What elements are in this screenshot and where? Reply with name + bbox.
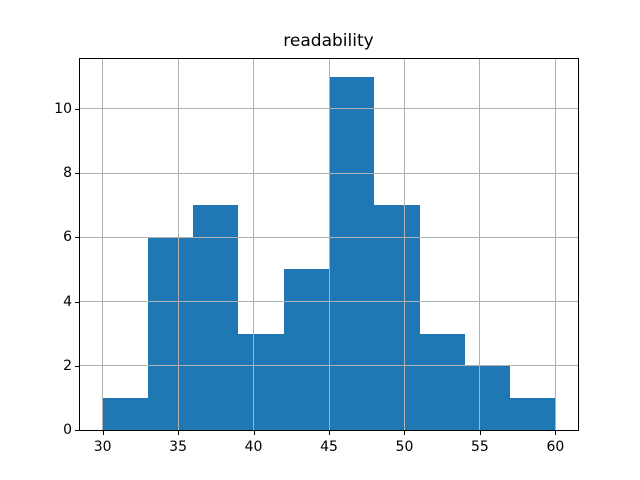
x-tick-mark [253,431,255,435]
y-gridline [80,429,578,430]
plot-area [79,58,579,431]
x-gridline [328,59,330,430]
x-tick-label: 55 [470,439,489,455]
histogram-bar [193,205,239,430]
x-tick-mark [329,431,330,435]
x-tick-label: 35 [169,439,187,455]
x-tick-mark [479,431,481,435]
histogram-bar [102,397,148,430]
x-tick-mark [555,431,557,435]
x-tick-label: 50 [395,439,414,455]
histogram-bar [238,333,284,430]
histogram-bar [147,237,194,430]
x-tick-label: 60 [546,439,565,455]
y-tick-label: 0 [63,422,72,438]
y-tick-label: 8 [63,165,72,182]
y-gridline [80,236,578,238]
y-tick-mark [75,301,79,303]
histogram-bar [464,365,511,430]
y-tick-mark [75,237,79,239]
grid-layer [80,59,578,430]
y-tick-mark [75,430,79,431]
histogram-bar [374,205,420,430]
y-tick-label: 4 [63,293,72,310]
y-gridline [80,108,578,110]
histogram-bar [283,269,329,430]
y-gridline [80,365,578,367]
y-gridline [80,172,578,174]
x-gridline [177,59,179,430]
x-gridline [479,59,481,430]
histogram-bar [419,333,465,430]
x-tick-mark [404,431,406,435]
y-gridline [80,301,578,302]
x-gridline [554,59,556,430]
y-tick-label: 6 [63,229,72,246]
y-tick-label: 2 [63,357,72,374]
x-tick-mark [178,431,180,435]
chart-title: readability [283,31,374,51]
bars-layer [80,59,578,430]
x-gridline [403,59,405,430]
x-gridline [253,59,255,430]
x-tick-label: 45 [320,439,338,455]
x-tick-mark [102,431,104,435]
y-tick-label: 10 [54,100,72,117]
histogram-bar [510,397,556,430]
histogram-bar [329,76,375,430]
y-tick-mark [75,173,79,175]
x-gridline [102,59,104,430]
x-tick-label: 30 [93,439,112,455]
x-tick-label: 40 [244,439,263,455]
y-tick-mark [75,108,79,110]
y-tick-mark [75,365,79,367]
